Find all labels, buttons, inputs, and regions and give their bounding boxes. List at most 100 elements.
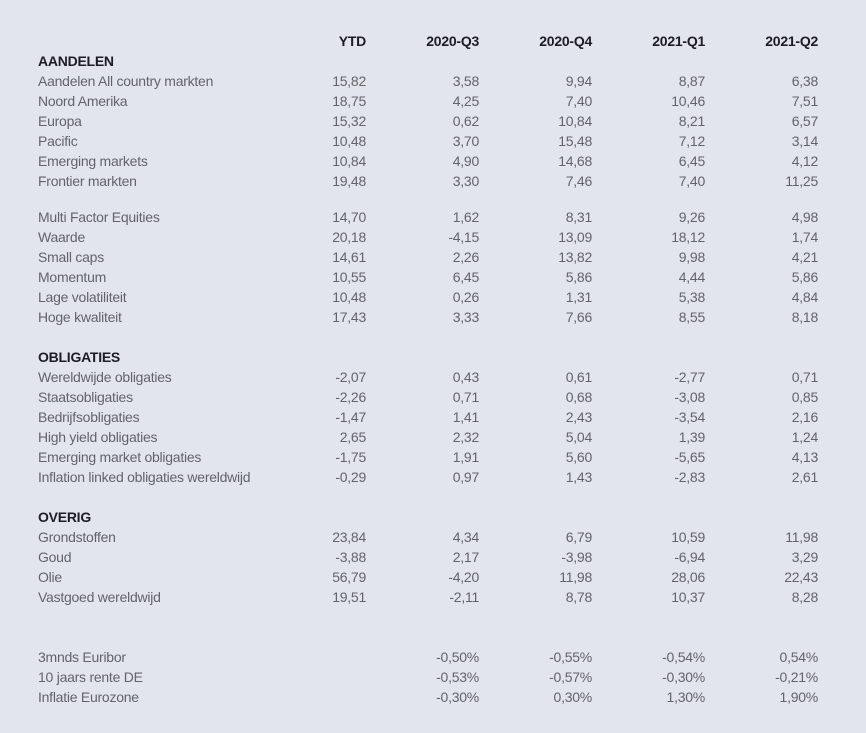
section-header-row: OBLIGATIES xyxy=(38,347,818,367)
cell-value: 10,84 xyxy=(332,153,366,169)
cell-value: 7,12 xyxy=(678,133,706,149)
table-row: Olie 56,79 -4,20 11,98 28,06 22,43 xyxy=(38,567,818,587)
cell-value xyxy=(705,507,818,527)
cell-value: 4,90 xyxy=(452,153,480,169)
cell-value xyxy=(253,507,366,527)
cell-value: 7,66 xyxy=(565,309,593,325)
cell-value: 4,21 xyxy=(791,249,819,265)
table-row: Bedrijfsobligaties -1,47 1,41 2,43 -3,54 2,16 xyxy=(38,407,818,427)
cell-value: -0,55% xyxy=(549,649,592,665)
column-header-row: YTD 2020-Q3 2020-Q4 2021-Q1 2021-Q2 xyxy=(38,31,819,51)
cell-value: 0,71 xyxy=(452,389,480,405)
row-label: 10 jaars rente DE xyxy=(38,669,143,685)
cell-value: 4,98 xyxy=(791,209,819,225)
cell-value: 20,18 xyxy=(332,229,366,245)
table-row: Inflation linked obligaties wereldwijd -0… xyxy=(38,467,818,487)
cell-value: 14,70 xyxy=(332,209,366,225)
cell-value: -2,83 xyxy=(674,469,705,485)
cell-value: 8,18 xyxy=(791,309,819,325)
cell-value: 13,82 xyxy=(558,249,592,265)
cell-value: 2,61 xyxy=(791,469,819,485)
cell-value: 5,04 xyxy=(565,429,593,445)
column-header-empty xyxy=(38,31,253,51)
table-row: Vastgoed wereldwijd 19,51 -2,11 8,78 10,37 8,… xyxy=(38,587,818,607)
table-body: AANDELEN Aandelen All country markten 15,8… xyxy=(38,51,818,707)
cell-value: 28,06 xyxy=(671,569,705,585)
row-label: Multi Factor Equities xyxy=(38,209,160,225)
cell-value: 0,71 xyxy=(791,369,819,385)
cell-value: 4,34 xyxy=(452,529,480,545)
table-row: 10 jaars rente DE -0,53% -0,57% -0,30% -0,21… xyxy=(38,667,818,687)
cell-value: 2,65 xyxy=(339,429,367,445)
cell-value: 1,90% xyxy=(779,689,819,705)
cell-value: 10,84 xyxy=(558,113,592,129)
row-label: Bedrijfsobligaties xyxy=(38,409,140,425)
section-title: AANDELEN xyxy=(38,53,114,69)
table-row: Noord Amerika 18,75 4,25 7,40 10,46 7,51 xyxy=(38,91,818,111)
cell-value: 5,60 xyxy=(565,449,593,465)
cell-value: 0,61 xyxy=(565,369,593,385)
cell-value: 6,57 xyxy=(791,113,819,129)
cell-value: 6,45 xyxy=(452,269,480,285)
row-label: Emerging markets xyxy=(38,153,148,169)
cell-value: 8,31 xyxy=(565,209,593,225)
table-row: Pacific 10,48 3,70 15,48 7,12 3,14 xyxy=(38,131,818,151)
cell-value: 3,33 xyxy=(452,309,480,325)
table-header: YTD 2020-Q3 2020-Q4 2021-Q1 2021-Q2 xyxy=(38,31,819,51)
spacer-row xyxy=(38,327,818,347)
cell-value: 11,98 xyxy=(559,569,592,585)
cell-value: -3,08 xyxy=(674,389,705,405)
cell-value: 14,61 xyxy=(332,249,366,265)
cell-value: 18,12 xyxy=(671,229,705,245)
cell-value xyxy=(366,51,479,71)
cell-value xyxy=(705,347,818,367)
cell-value: 10,59 xyxy=(671,529,705,545)
row-label: Hoge kwaliteit xyxy=(38,309,122,325)
section-title: OBLIGATIES xyxy=(38,349,121,365)
cell-value: 0,85 xyxy=(791,389,819,405)
cell-value: 9,26 xyxy=(678,209,706,225)
row-label: Momentum xyxy=(38,269,107,285)
cell-value: 13,09 xyxy=(558,229,592,245)
cell-value: -3,88 xyxy=(335,549,366,565)
cell-value: 18,75 xyxy=(332,93,366,109)
cell-value: -0,30% xyxy=(662,669,705,685)
returns-table: YTD 2020-Q3 2020-Q4 2021-Q1 2021-Q2 AANDELEN… xyxy=(38,31,818,707)
row-label: 3mnds Euribor xyxy=(38,649,126,665)
cell-value xyxy=(253,647,366,667)
cell-value: 6,79 xyxy=(565,529,593,545)
cell-value: 0,54% xyxy=(779,649,819,665)
row-label: Lage volatiliteit xyxy=(38,289,127,305)
spacer-cell xyxy=(38,191,818,207)
row-label: Waarde xyxy=(38,229,86,245)
cell-value: -4,15 xyxy=(448,229,479,245)
cell-value: -0,21% xyxy=(775,669,818,685)
table-row: Lage volatiliteit 10,48 0,26 1,31 5,38 4,84 xyxy=(38,287,818,307)
cell-value: 8,78 xyxy=(565,589,593,605)
row-label: Goud xyxy=(38,549,72,565)
cell-value: 8,21 xyxy=(678,113,706,129)
cell-value: -1,47 xyxy=(335,409,366,425)
cell-value: -4,20 xyxy=(448,569,479,585)
cell-value: 1,31 xyxy=(565,289,593,305)
cell-value: 23,84 xyxy=(332,529,366,545)
row-label: Olie xyxy=(38,569,62,585)
spacer-cell xyxy=(38,487,818,507)
cell-value: 1,62 xyxy=(452,209,480,225)
cell-value: 7,51 xyxy=(791,93,819,109)
cell-value xyxy=(479,507,592,527)
cell-value: 3,58 xyxy=(452,73,480,89)
section-title: OVERIG xyxy=(38,509,91,525)
table-row: Momentum 10,55 6,45 5,86 4,44 5,86 xyxy=(38,267,818,287)
cell-value: 14,68 xyxy=(558,153,592,169)
cell-value: 11,25 xyxy=(785,173,818,189)
table-row: Hoge kwaliteit 17,43 3,33 7,66 8,55 8,18 xyxy=(38,307,818,327)
column-header: YTD xyxy=(338,33,367,49)
cell-value xyxy=(253,687,366,707)
row-label: Inflatie Eurozone xyxy=(38,689,139,705)
cell-value: -0,30% xyxy=(436,689,479,705)
cell-value: 1,74 xyxy=(791,229,819,245)
cell-value xyxy=(592,51,705,71)
cell-value: 15,82 xyxy=(332,73,366,89)
